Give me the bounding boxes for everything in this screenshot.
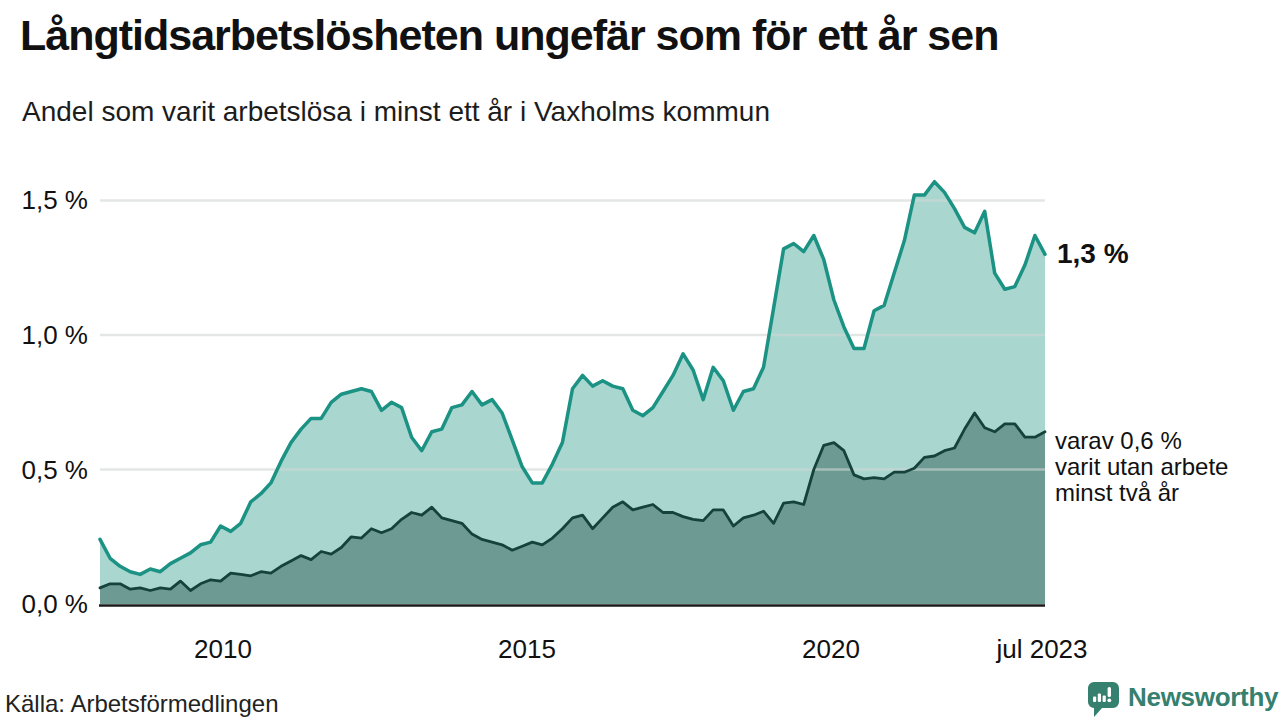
y-tick-15: 1,5 % [0,184,88,216]
newsworthy-wordmark: Newsworthy [1128,681,1278,713]
x-tick-2010: 2010 [138,634,308,664]
infographic-long-term-unemployment: { "header": { "title": "Långtidsarbetslö… [0,0,1280,720]
annotation-line-1: varav 0,6 % [1055,428,1228,454]
x-tick-2015: 2015 [442,634,612,664]
primary-series-end-value-label: 1,3 % [1057,238,1129,270]
x-tick-jul-2023: jul 2023 [957,634,1127,664]
source-credit: Källa: Arbetsförmedlingen [5,690,279,718]
y-tick-10: 1,0 % [0,319,88,351]
y-tick-0: 0,0 % [0,588,88,620]
x-tick-2020: 2020 [746,634,916,664]
annotation-line-3: minst två år [1055,480,1228,506]
newsworthy-logo: Newsworthy [1086,681,1278,720]
unemployment-area-chart [0,0,1280,720]
newsworthy-bubble-chart-icon [1086,681,1120,720]
y-tick-05: 0,5 % [0,454,88,486]
secondary-series-annotation: varav 0,6 % varit utan arbete minst två … [1055,428,1228,506]
annotation-line-2: varit utan arbete [1055,454,1228,480]
